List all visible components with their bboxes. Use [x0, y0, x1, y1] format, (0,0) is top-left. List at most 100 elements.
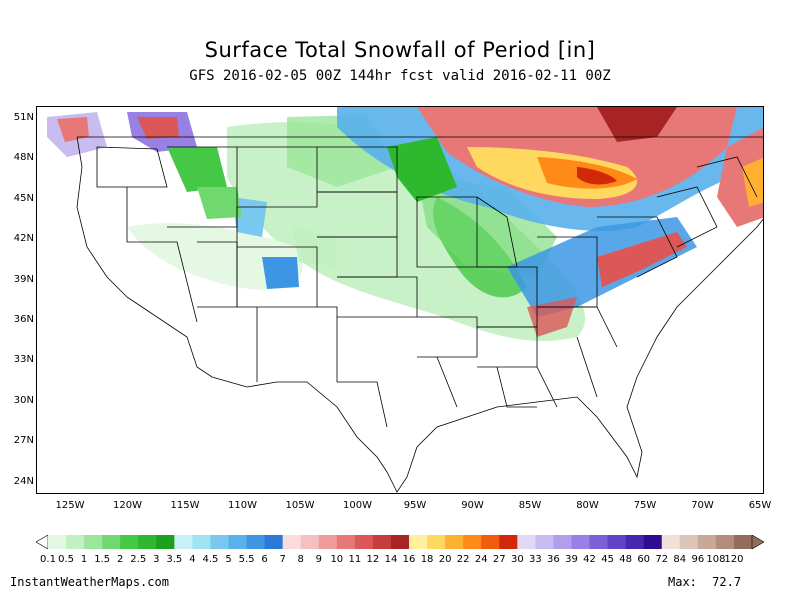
colorbar-swatch: [192, 535, 211, 549]
colorbar-tick-label: 2.5: [130, 554, 147, 565]
lon-label: 105W: [285, 500, 315, 511]
colorbar-tick-label: 1: [80, 554, 88, 565]
lat-label: 36N: [13, 314, 34, 325]
colorbar-tick-label: 24: [474, 554, 488, 565]
lat-label: 45N: [13, 192, 34, 204]
colorbar-tick-label: 72: [655, 554, 669, 565]
colorbar-swatch: [679, 535, 699, 549]
colorbar-tick-label: 4.5: [202, 554, 219, 565]
lon-label: 65W: [748, 500, 772, 511]
colorbar-tick-label: 3: [153, 554, 160, 565]
colorbar-swatch: [625, 535, 645, 549]
colorbar-tick-label: 5.5: [238, 554, 255, 565]
colorbar-swatch: [102, 535, 121, 549]
colorbar-swatch: [156, 535, 175, 549]
colorbar-swatch: [300, 535, 320, 549]
lon-label: 70W: [691, 500, 714, 511]
colorbar-swatch: [120, 535, 139, 549]
lon-label: 90W: [461, 500, 484, 511]
colorbar-swatch: [318, 535, 338, 549]
colorbar-tick-label: 108: [706, 554, 726, 565]
colorbar-swatch: [390, 535, 410, 549]
lon-label: 85W: [518, 500, 542, 511]
colorbar-tick-label: 22: [456, 554, 470, 565]
colorbar-tick-label: 3.5: [166, 554, 183, 565]
lat-label: 42N: [13, 233, 34, 245]
colorbar-tick-label: 42: [583, 554, 596, 565]
colorbar-tick-label: 84: [673, 554, 687, 565]
colorbar-swatch: [210, 535, 230, 549]
colorbar-swatch: [354, 535, 374, 549]
colorbar-swatch: [607, 535, 627, 549]
colorbar-tick-label: 39: [565, 554, 578, 565]
colorbar-swatch: [409, 535, 428, 549]
boundaries: [76, 136, 763, 493]
colorbar-swatch: [372, 535, 392, 549]
colorbar-swatch: [517, 535, 536, 549]
colorbar-tick-label: 11: [348, 554, 362, 565]
colorbar-swatch: [571, 535, 591, 549]
colorbar-tick-label: 0.5: [58, 554, 74, 565]
colorbar-swatch: [228, 535, 248, 549]
colorbar-tick-label: 6: [261, 554, 268, 565]
colorbar-svg: [35, 534, 765, 550]
colorbar-swatch: [733, 535, 753, 549]
colorbar-swatch: [481, 535, 500, 549]
max-readout: Max: 72.7: [668, 575, 741, 589]
map-canvas: [47, 107, 763, 493]
map-subtitle: GFS 2016-02-05 00Z 144hr fcst valid 2016…: [189, 68, 611, 84]
colorbar-swatch: [589, 535, 609, 549]
colorbar-swatch: [282, 535, 302, 549]
source-credit: InstantWeatherMaps.com: [10, 575, 169, 589]
colorbar-swatch: [499, 535, 518, 549]
colorbar-tick-label: 30: [510, 554, 524, 565]
colorbar-swatch: [445, 535, 464, 549]
colorbar-tick-label: 48: [619, 554, 633, 565]
max-value: 72.7: [712, 575, 742, 589]
colorbar-tick-label: 20: [438, 554, 452, 565]
lat-label: 39N: [13, 273, 34, 285]
colorbar-swatch: [643, 535, 663, 549]
colorbar-swatch: [66, 535, 85, 549]
lon-label: 120W: [113, 500, 142, 511]
colorbar-tick-label: 36: [547, 554, 560, 565]
colorbar-swatch: [427, 535, 446, 549]
colorbar-tick-label: 5: [225, 554, 232, 565]
colorbar-swatch: [138, 535, 157, 549]
colorbar-tick-label: 4: [189, 554, 196, 565]
lon-label: 125W: [55, 500, 85, 511]
max-label: Max:: [668, 575, 697, 589]
colorbar-tick-label: 33: [529, 554, 542, 565]
lat-label: 51N: [13, 112, 34, 123]
colorbar-tick-label: 8: [297, 554, 304, 565]
colorbar-tick-label: 9: [315, 554, 322, 565]
colorbar-tick-label: 45: [601, 554, 614, 565]
lon-label: 110W: [228, 500, 257, 511]
colorbar-swatch: [84, 535, 103, 549]
colorbar-tick-label: 10: [330, 554, 344, 565]
colorbar-swatch: [553, 535, 572, 549]
colorbar-tick-label: 16: [402, 554, 416, 565]
colorbar-low-arrow: [35, 534, 49, 550]
colorbar-swatch: [174, 535, 193, 549]
colorbar: [35, 534, 765, 550]
colorbar-tick-label: 14: [384, 554, 398, 565]
snowfall-map: [36, 106, 764, 494]
snow-shading-heavy: [337, 107, 763, 337]
lon-label: 75W: [633, 500, 657, 511]
colorbar-tick-label: 12: [366, 554, 380, 565]
colorbar-swatch: [715, 535, 735, 549]
colorbar-swatch: [336, 535, 356, 549]
lat-label: 33N: [13, 354, 34, 366]
lon-label: 115W: [170, 500, 200, 511]
snow-shading-light: [127, 115, 586, 342]
lat-label: 48N: [13, 152, 34, 164]
lon-label: 100W: [343, 500, 372, 511]
colorbar-tick-label: 0.1: [40, 554, 56, 565]
colorbar-tick-label: 96: [691, 554, 705, 565]
colorbar-swatch: [535, 535, 554, 549]
colorbar-tick-label: 2: [117, 554, 124, 565]
map-title: Surface Total Snowfall of Period [in]: [204, 38, 596, 62]
colorbar-tick-label: 60: [637, 554, 651, 565]
colorbar-swatch: [246, 535, 266, 549]
